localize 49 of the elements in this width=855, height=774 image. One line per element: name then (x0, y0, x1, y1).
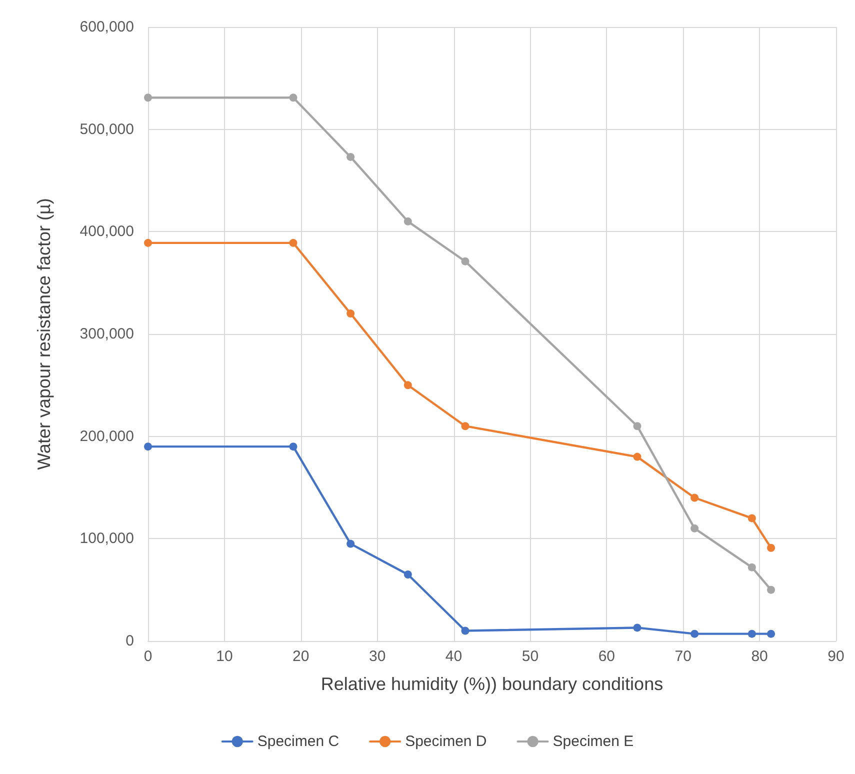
y-tick-label: 300,000 (80, 326, 134, 342)
point (633, 422, 642, 430)
point (461, 626, 470, 635)
x-tick-label: 40 (445, 648, 462, 665)
x-tick-label: 20 (292, 648, 310, 665)
x-tick-label: 80 (751, 648, 768, 665)
point (461, 422, 470, 430)
point (346, 540, 355, 548)
point (289, 94, 298, 102)
point (690, 630, 699, 638)
point (404, 217, 412, 226)
point (289, 442, 298, 451)
legend-label: Specimen D (405, 733, 487, 750)
y-tick-label: 200,000 (80, 428, 134, 445)
point (690, 494, 699, 502)
point (748, 563, 756, 572)
x-tick-label: 90 (828, 648, 844, 665)
point (767, 630, 776, 638)
legend-label: Specimen E (552, 733, 634, 750)
point (748, 514, 756, 522)
point (767, 544, 776, 552)
point (404, 381, 412, 390)
x-tick-label: 50 (522, 648, 539, 665)
y-tick-label: 500,000 (80, 120, 134, 138)
point (633, 624, 642, 632)
point (346, 152, 355, 161)
point (690, 524, 699, 532)
point (144, 94, 152, 102)
y-axis-title: Water vapour resistance factor (µ) (34, 198, 54, 470)
point (404, 570, 412, 578)
x-tick-label: 10 (216, 648, 233, 665)
y-tick-label: 400,000 (80, 223, 134, 240)
point (346, 310, 355, 318)
x-tick-label: 60 (598, 648, 616, 665)
point (633, 452, 642, 461)
point (144, 442, 152, 451)
x-axis-title: Relative humidity (%)) boundary conditions (320, 674, 664, 694)
point (767, 586, 776, 594)
x-tick-label: 70 (674, 648, 692, 665)
y-tick-label: 100,000 (80, 530, 134, 548)
x-tick-label: 30 (368, 648, 386, 665)
y-tick-label: 600,000 (80, 18, 134, 36)
point (289, 238, 298, 247)
x-tick-label: 0 (144, 648, 152, 665)
legend-label: Specimen C (257, 733, 340, 750)
point (461, 257, 470, 266)
point (144, 238, 152, 247)
y-tick-label: 0 (126, 632, 134, 650)
point (748, 630, 756, 638)
